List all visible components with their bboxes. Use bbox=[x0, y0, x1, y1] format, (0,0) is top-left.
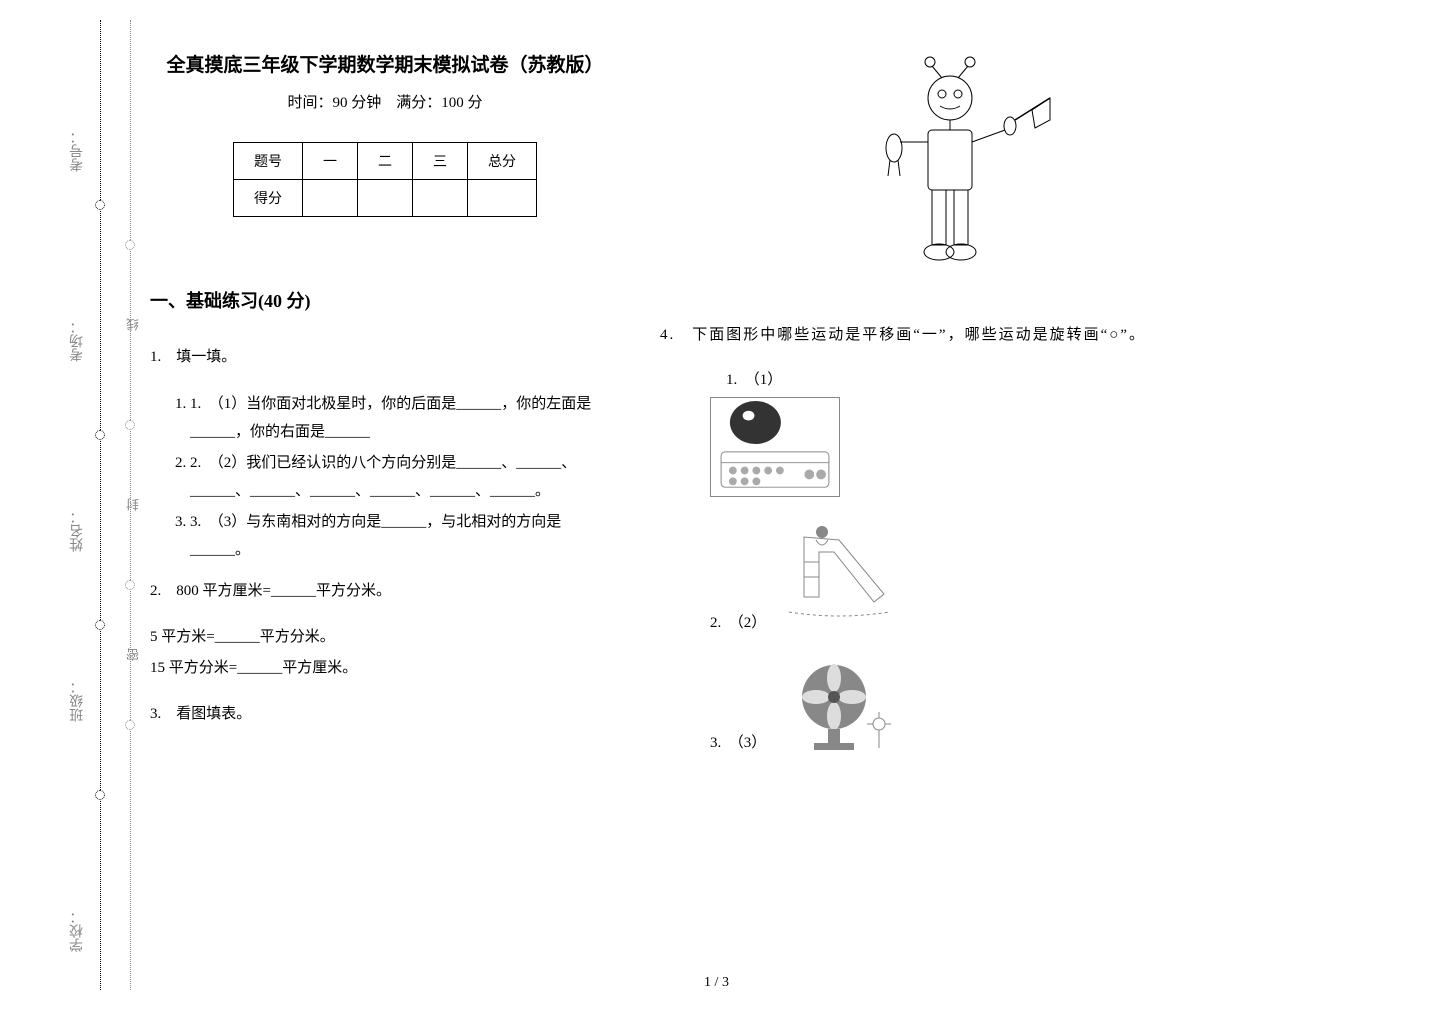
score-cell-total[interactable] bbox=[468, 180, 537, 217]
section1-header: 一、基础练习(40 分) bbox=[150, 287, 620, 313]
seal-char-3: 线 bbox=[124, 318, 143, 331]
label-class: 班级： bbox=[68, 680, 88, 722]
doc-title: 全真摸底三年级下学期数学期末模拟试卷（苏教版） bbox=[150, 50, 620, 77]
q1-item-1-text: （1）当你面对北极星时，你的后面是______，你的左面是______，你的右面… bbox=[190, 396, 591, 441]
q2-line1: 2. 800 平方厘米=______平方分米。 bbox=[150, 577, 620, 606]
circle-outer-4 bbox=[95, 790, 105, 800]
q1-item-3: 3. （3）与东南相对的方向是______，与北相对的方向是______。 bbox=[190, 508, 620, 565]
score-table-score-row: 得分 bbox=[234, 180, 537, 217]
circle-inner-3 bbox=[125, 580, 135, 590]
q1-item-3-text: （3）与东南相对的方向是______，与北相对的方向是______。 bbox=[190, 514, 561, 559]
circle-inner-2 bbox=[125, 420, 135, 430]
page-number: 1 / 3 bbox=[704, 975, 729, 991]
circle-outer-3 bbox=[95, 620, 105, 630]
q4-opt-3: 3. （3） bbox=[710, 652, 1260, 752]
slide-icon bbox=[784, 522, 894, 632]
q4-opt-3-label: 3. （3） bbox=[710, 731, 766, 752]
fan-icon bbox=[784, 652, 894, 752]
q4-opt-1-label: 1. （1） bbox=[726, 368, 1260, 389]
score-th-2: 二 bbox=[358, 143, 413, 180]
q2-line3: 15 平方分米=______平方厘米。 bbox=[150, 654, 620, 683]
q1-items: 1. （1）当你面对北极星时，你的后面是______，你的左面是______，你… bbox=[150, 390, 620, 565]
label-school: 学校： bbox=[68, 910, 88, 952]
score-th-3: 三 bbox=[413, 143, 468, 180]
score-cell-1[interactable] bbox=[303, 180, 358, 217]
score-th-4: 总分 bbox=[468, 143, 537, 180]
q1-stem: 1. 填一填。 bbox=[150, 343, 620, 372]
q2-line2: 5 平方米=______平方分米。 bbox=[150, 623, 620, 652]
score-th-1: 一 bbox=[303, 143, 358, 180]
robot-figure bbox=[850, 50, 1070, 300]
q1-item-2: 2. （2）我们已经认识的八个方向分别是______、______、______… bbox=[190, 449, 620, 506]
q4-opt-2-label: 2. （2） bbox=[710, 611, 766, 632]
q4-stem: 4. 下面图形中哪些运动是平移画“一”，哪些运动是旋转画“○”。 bbox=[660, 320, 1260, 350]
seal-char-1: 密 bbox=[124, 648, 143, 661]
circle-inner-4 bbox=[125, 720, 135, 730]
score-label: 得分 bbox=[234, 180, 303, 217]
score-cell-2[interactable] bbox=[358, 180, 413, 217]
dotted-line-outer bbox=[100, 20, 101, 990]
q1-item-1: 1. （1）当你面对北极星时，你的后面是______，你的左面是______，你… bbox=[190, 390, 620, 447]
column-left: 全真摸底三年级下学期数学期末模拟试卷（苏教版） 时间：90 分钟 满分：100 … bbox=[150, 50, 640, 970]
page-content: 全真摸底三年级下学期数学期末模拟试卷（苏教版） 时间：90 分钟 满分：100 … bbox=[150, 50, 1410, 970]
circle-inner-1 bbox=[125, 240, 135, 250]
seal-char-2: 封 bbox=[124, 498, 143, 511]
label-exam-room: 考场： bbox=[68, 320, 88, 362]
q4-opt-1: 1. （1） bbox=[710, 368, 1260, 502]
abacus-icon bbox=[710, 397, 840, 497]
q4-opt-2: 2. （2） bbox=[710, 522, 1260, 632]
label-name: 姓名： bbox=[68, 510, 88, 552]
circle-outer-1 bbox=[95, 200, 105, 210]
score-table: 题号 一 二 三 总分 得分 bbox=[233, 142, 537, 217]
score-table-header-row: 题号 一 二 三 总分 bbox=[234, 143, 537, 180]
q1-item-2-text: （2）我们已经认识的八个方向分别是______、______、______、__… bbox=[190, 455, 576, 500]
score-cell-3[interactable] bbox=[413, 180, 468, 217]
binding-edge: 考号： 考场： 姓名： 班级： 学校： 线 封 密 bbox=[30, 0, 120, 1011]
circle-outer-2 bbox=[95, 430, 105, 440]
score-th-0: 题号 bbox=[234, 143, 303, 180]
label-exam-id: 考号： bbox=[68, 130, 88, 172]
doc-subtitle: 时间：90 分钟 满分：100 分 bbox=[150, 91, 620, 112]
q4-options: 1. （1） 2. （2） bbox=[660, 368, 1260, 752]
column-right: 4. 下面图形中哪些运动是平移画“一”，哪些运动是旋转画“○”。 1. （1） bbox=[640, 50, 1260, 970]
q3-stem: 3. 看图填表。 bbox=[150, 700, 620, 729]
